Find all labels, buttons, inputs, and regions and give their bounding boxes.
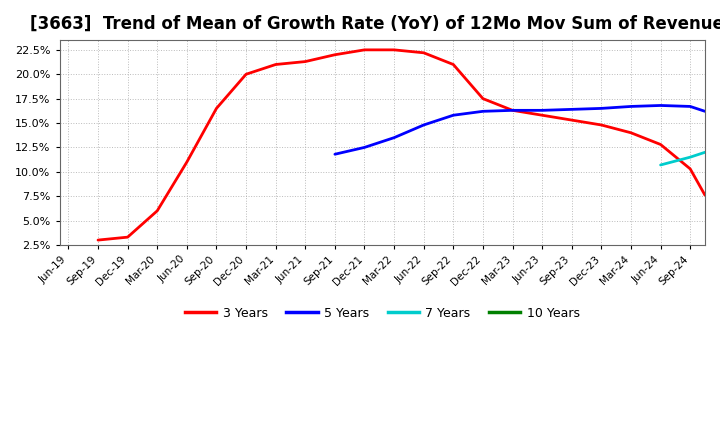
Legend: 3 Years, 5 Years, 7 Years, 10 Years: 3 Years, 5 Years, 7 Years, 10 Years — [180, 302, 585, 325]
Title: [3663]  Trend of Mean of Growth Rate (YoY) of 12Mo Mov Sum of Revenues: [3663] Trend of Mean of Growth Rate (YoY… — [30, 15, 720, 33]
